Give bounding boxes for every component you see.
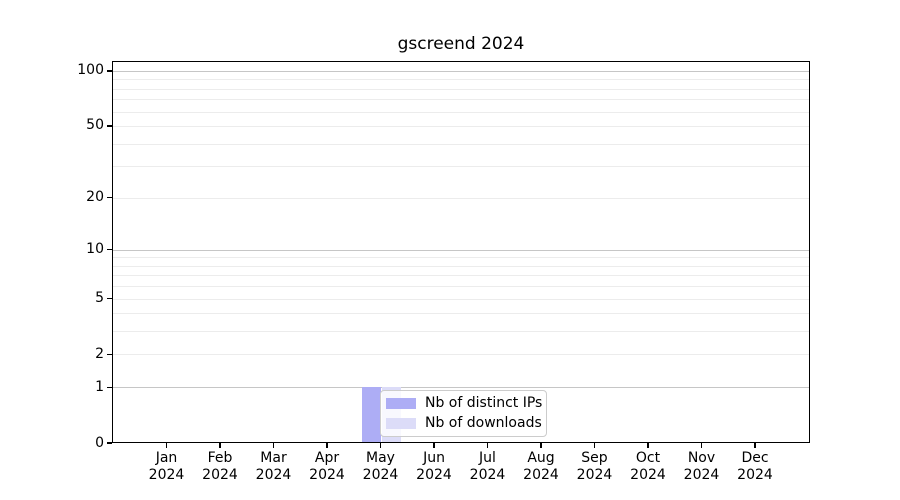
x-tick-mark xyxy=(593,443,596,448)
x-tick-label: Apr 2024 xyxy=(295,450,359,483)
y-tick-mark xyxy=(107,386,112,388)
x-tick-label: Feb 2024 xyxy=(188,450,252,483)
x-tick-year: 2024 xyxy=(576,466,613,483)
x-tick-year: 2024 xyxy=(309,466,345,483)
x-tick-mark xyxy=(379,443,382,448)
x-tick-label: Jun 2024 xyxy=(402,450,466,483)
x-tick-mark xyxy=(165,443,168,448)
minor-gridline xyxy=(113,197,809,199)
major-gridline xyxy=(113,387,809,389)
legend-swatch-downloads xyxy=(386,418,416,429)
minor-gridline xyxy=(113,265,809,267)
legend-item-distinct-ips: Nb of distinct IPs xyxy=(386,395,546,412)
y-tick-label: 50 xyxy=(86,117,104,134)
x-tick-month: Jun xyxy=(423,450,445,466)
x-tick-label: Nov 2024 xyxy=(670,450,734,483)
x-tick-month: Dec xyxy=(741,450,769,466)
bar-distinct-ips-may xyxy=(362,386,381,443)
minor-gridline xyxy=(113,313,809,315)
y-tick-mark xyxy=(107,70,112,72)
major-gridline xyxy=(113,70,809,72)
y-tick-label: 100 xyxy=(77,62,104,79)
x-tick-mark xyxy=(486,443,489,448)
x-tick-year: 2024 xyxy=(416,466,452,483)
x-tick-mark xyxy=(326,443,328,448)
x-tick-year: 2024 xyxy=(362,466,399,483)
x-tick-year: 2024 xyxy=(469,466,506,483)
x-tick-month: Nov xyxy=(687,450,716,466)
x-tick-label: Aug 2024 xyxy=(509,450,573,483)
minor-gridline xyxy=(113,88,809,90)
x-tick-mark xyxy=(647,443,649,448)
x-tick-year: 2024 xyxy=(255,466,292,483)
x-tick-month: May xyxy=(366,450,395,466)
x-tick-month: Feb xyxy=(207,450,233,466)
major-gridline xyxy=(113,249,809,251)
x-tick-month: Aug xyxy=(527,450,555,466)
x-tick-month: Oct xyxy=(635,450,661,466)
y-tick-label: 20 xyxy=(86,189,104,206)
x-tick-year: 2024 xyxy=(683,466,720,483)
y-tick-label: 0 xyxy=(95,434,104,451)
x-tick-label: Mar 2024 xyxy=(242,450,306,483)
legend-item-downloads: Nb of downloads xyxy=(386,415,546,432)
x-tick-label: Oct 2024 xyxy=(616,450,680,483)
minor-gridline xyxy=(113,79,809,81)
y-tick-mark xyxy=(107,196,112,199)
x-tick-label: May 2024 xyxy=(349,450,413,483)
legend-label-distinct-ips: Nb of distinct IPs xyxy=(425,395,543,411)
minor-gridline xyxy=(113,166,809,168)
y-tick-label: 5 xyxy=(95,290,104,307)
x-tick-year: 2024 xyxy=(148,466,185,483)
y-tick-label: 10 xyxy=(86,241,104,258)
legend-label-downloads: Nb of downloads xyxy=(425,415,542,431)
minor-gridline xyxy=(113,286,809,288)
y-tick-label: 2 xyxy=(95,345,104,362)
x-tick-mark xyxy=(433,443,435,448)
x-tick-year: 2024 xyxy=(630,466,666,483)
plot-area xyxy=(112,61,810,443)
x-tick-mark xyxy=(272,443,275,448)
y-tick-mark xyxy=(107,353,112,356)
y-tick-mark xyxy=(107,442,112,444)
x-tick-mark xyxy=(219,443,221,448)
minor-gridline xyxy=(113,275,809,277)
legend: Nb of distinct IPs Nb of downloads xyxy=(380,390,547,437)
minor-gridline xyxy=(113,331,809,333)
minor-gridline xyxy=(113,99,809,101)
x-tick-month: Jan xyxy=(155,450,178,466)
chart-title: gscreend 2024 xyxy=(397,34,525,54)
minor-gridline xyxy=(113,257,809,259)
x-tick-mark xyxy=(700,443,703,448)
x-tick-label: Jan 2024 xyxy=(135,450,199,483)
x-tick-label: Sep 2024 xyxy=(563,450,627,483)
x-tick-year: 2024 xyxy=(202,466,238,483)
x-tick-month: Mar xyxy=(260,450,287,466)
legend-swatch-distinct-ips xyxy=(386,398,416,409)
x-tick-year: 2024 xyxy=(737,466,773,483)
y-tick-mark xyxy=(107,297,112,300)
minor-gridline xyxy=(113,298,809,300)
x-tick-mark xyxy=(754,443,756,448)
y-tick-label: 1 xyxy=(95,378,104,395)
x-tick-month: Apr xyxy=(314,450,340,466)
minor-gridline xyxy=(113,143,809,145)
minor-gridline xyxy=(113,111,809,113)
minor-gridline xyxy=(113,354,809,356)
x-tick-label: Dec 2024 xyxy=(723,450,787,483)
x-tick-year: 2024 xyxy=(523,466,559,483)
x-tick-mark xyxy=(540,443,542,448)
y-tick-mark xyxy=(107,125,112,127)
x-tick-month: Sep xyxy=(581,450,608,466)
minor-gridline xyxy=(113,125,809,127)
x-tick-label: Jul 2024 xyxy=(456,450,520,483)
x-tick-month: Jul xyxy=(479,450,496,466)
y-tick-mark xyxy=(107,249,112,251)
